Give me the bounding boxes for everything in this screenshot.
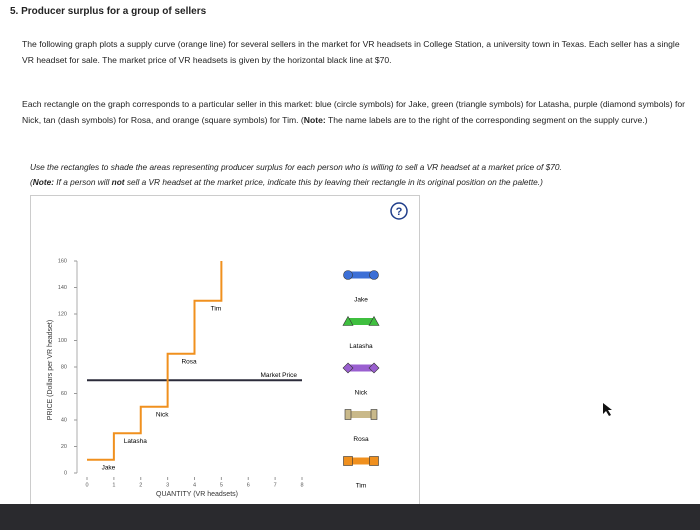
- palette-rect[interactable]: [348, 364, 374, 372]
- segment-label: Latasha: [124, 438, 148, 445]
- graph-panel: [30, 195, 420, 506]
- palette-symbol[interactable]: [344, 409, 352, 420]
- palette-symbol[interactable]: [342, 362, 354, 374]
- palette-label: Rosa: [353, 436, 369, 443]
- text: If a person will: [53, 177, 112, 187]
- palette-symbol[interactable]: [368, 315, 380, 326]
- palette-rect[interactable]: [348, 411, 374, 418]
- text: sell a VR headset at the market price, i…: [124, 177, 543, 187]
- palette-label: Jake: [354, 297, 368, 304]
- palette-symbol[interactable]: [370, 409, 378, 420]
- segment-label: Tim: [211, 305, 222, 312]
- x-tick-label: 6: [247, 482, 250, 488]
- instructions: Use the rectangles to shade the areas re…: [30, 160, 690, 190]
- segment-label: Rosa: [181, 358, 197, 365]
- palette-rect[interactable]: [348, 457, 374, 465]
- text: Each rectangle on the graph corresponds …: [22, 99, 685, 125]
- heading: 5. Producer surplus for a group of selle…: [10, 6, 207, 17]
- x-tick-label: 3: [166, 482, 169, 488]
- palette-symbol[interactable]: [343, 270, 353, 280]
- paragraph: Each rectangle on the graph corresponds …: [22, 96, 690, 128]
- text: (: [30, 177, 33, 187]
- text: The name labels are to the right of the …: [325, 115, 648, 125]
- y-tick-label: 160: [58, 258, 67, 264]
- palette-symbol[interactable]: [343, 456, 353, 466]
- y-tick-label: 120: [58, 311, 67, 317]
- y-tick-label: 40: [61, 417, 67, 423]
- x-tick-label: 5: [220, 482, 223, 488]
- y-tick-label: 80: [61, 364, 67, 370]
- x-tick-label: 1: [112, 482, 115, 488]
- market-price-label: Market Price: [261, 372, 298, 379]
- x-tick-label: 8: [300, 482, 303, 488]
- x-tick-label: 2: [139, 482, 142, 488]
- emphasis: not: [111, 177, 125, 187]
- y-tick-label: 20: [61, 444, 67, 450]
- palette-rect[interactable]: [348, 318, 374, 325]
- palette-label: Nick: [355, 390, 368, 397]
- paragraph: The following graph plots a supply curve…: [22, 36, 690, 68]
- y-axis-label: PRICE (Dollars per VR headset): [47, 320, 54, 420]
- note-label: Note:: [32, 177, 54, 187]
- palette-label: Latasha: [349, 343, 373, 350]
- palette-symbol[interactable]: [369, 456, 379, 466]
- palette-symbol[interactable]: [368, 362, 380, 374]
- y-tick-label: 100: [58, 338, 67, 344]
- palette-rect[interactable]: [348, 271, 374, 279]
- y-tick-label: 60: [61, 391, 67, 397]
- supply-curve: [87, 261, 223, 461]
- bottom-bar: [0, 504, 700, 530]
- y-tick-label: 0: [64, 470, 67, 476]
- text: The following graph plots a supply curve…: [22, 39, 680, 65]
- help-icon[interactable]: ?: [396, 206, 403, 218]
- palette-symbol[interactable]: [342, 315, 354, 326]
- note-label: Note:: [303, 115, 326, 125]
- segment-label: Jake: [102, 464, 116, 471]
- help-button[interactable]: [390, 202, 408, 220]
- segment-label: Nick: [156, 411, 169, 418]
- cursor: [603, 403, 612, 416]
- y-tick-label: 140: [58, 285, 67, 291]
- text: Use the rectangles to shade the areas re…: [30, 162, 562, 172]
- x-tick-label: 4: [193, 482, 196, 488]
- palette-symbol[interactable]: [369, 270, 379, 280]
- x-tick-label: 7: [274, 482, 277, 488]
- x-tick-label: 0: [85, 482, 88, 488]
- palette-label: Tim: [356, 483, 367, 490]
- x-axis-label: QUANTITY (VR headsets): [156, 491, 238, 498]
